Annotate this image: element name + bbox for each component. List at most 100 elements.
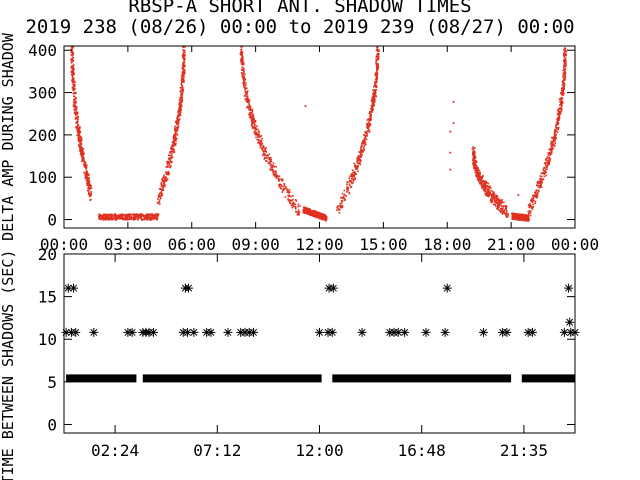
data-point [304,207,307,209]
data-point [251,125,254,128]
data-point [502,205,504,208]
data-point [72,72,75,75]
data-point [73,95,76,98]
data-point [471,148,474,150]
data-point [259,141,262,144]
data-point [247,97,249,100]
data-point [288,195,290,198]
data-point [556,131,559,134]
data-point [364,137,366,139]
data-point [475,173,478,176]
data-point [87,183,90,186]
data-point [253,122,255,124]
data-point [562,88,564,90]
data-point [499,199,501,201]
x-tick-label: 12:00 [295,235,343,254]
data-point [372,93,374,95]
data-point [452,101,455,103]
data-point [245,100,248,102]
data-point [541,179,543,181]
data-point [87,179,89,181]
data-point [82,160,85,162]
data-point [472,152,474,155]
data-point [106,215,109,218]
data-point [175,129,177,132]
data-point [240,46,242,48]
data-point [241,55,244,57]
data-point [181,67,184,69]
data-point [374,83,376,85]
data-point [540,175,543,178]
data-point [132,217,135,220]
data-point [88,188,91,191]
data-point [539,180,542,182]
data-point [80,136,82,139]
data-point [280,178,283,181]
data-point [375,89,378,91]
x-tick-label: 02:24 [91,441,139,460]
data-point [241,60,244,62]
data-point [511,212,513,215]
data-point [472,162,474,164]
data-point [75,109,78,111]
bottom-panel-points [61,283,580,383]
data-point [537,182,539,185]
data-point [565,62,567,65]
data-point [487,182,490,185]
data-point [505,216,508,218]
data-point [76,124,79,126]
data-point [70,62,73,64]
data-point [275,165,277,168]
data-point [181,72,184,74]
data-point [179,102,182,105]
data-point [534,202,537,205]
data-point [88,174,90,176]
data-point [488,193,491,195]
data-point [528,206,530,208]
data-point [81,160,83,163]
data-point [503,210,505,212]
data-point [376,46,378,49]
data-point [359,160,362,163]
data-point [527,204,530,206]
data-point [556,117,559,120]
data-point [180,83,183,85]
data-point [341,192,344,195]
data-point [70,65,73,68]
data-point [103,213,106,216]
data-point [526,219,529,222]
data-point [449,151,452,154]
data-point [176,117,178,120]
data-point [255,136,257,139]
data-point [489,191,491,194]
data-point [259,136,262,138]
data-point [555,137,557,139]
data-point [354,178,356,181]
y-tick-label: 200 [28,126,57,145]
data-point [158,203,161,205]
data-point [481,176,483,179]
data-point [532,203,534,206]
data-point [163,176,165,178]
data-point [241,66,244,68]
data-point [473,156,475,158]
data-point [264,153,266,156]
data-point [360,156,362,158]
data-point [156,215,159,217]
data-point [89,199,91,201]
data-point [500,209,502,212]
data-point [353,174,356,176]
data-point [540,186,543,188]
data-point [497,198,500,200]
data-point [82,154,84,156]
data-point [72,78,74,80]
data-point [522,219,524,221]
data-point [76,128,79,130]
data-point [78,139,81,141]
data-point [268,157,270,159]
data-point [368,118,371,121]
data-point [358,151,360,153]
data-point [376,74,378,77]
data-point [539,182,542,185]
data-point [159,195,162,197]
